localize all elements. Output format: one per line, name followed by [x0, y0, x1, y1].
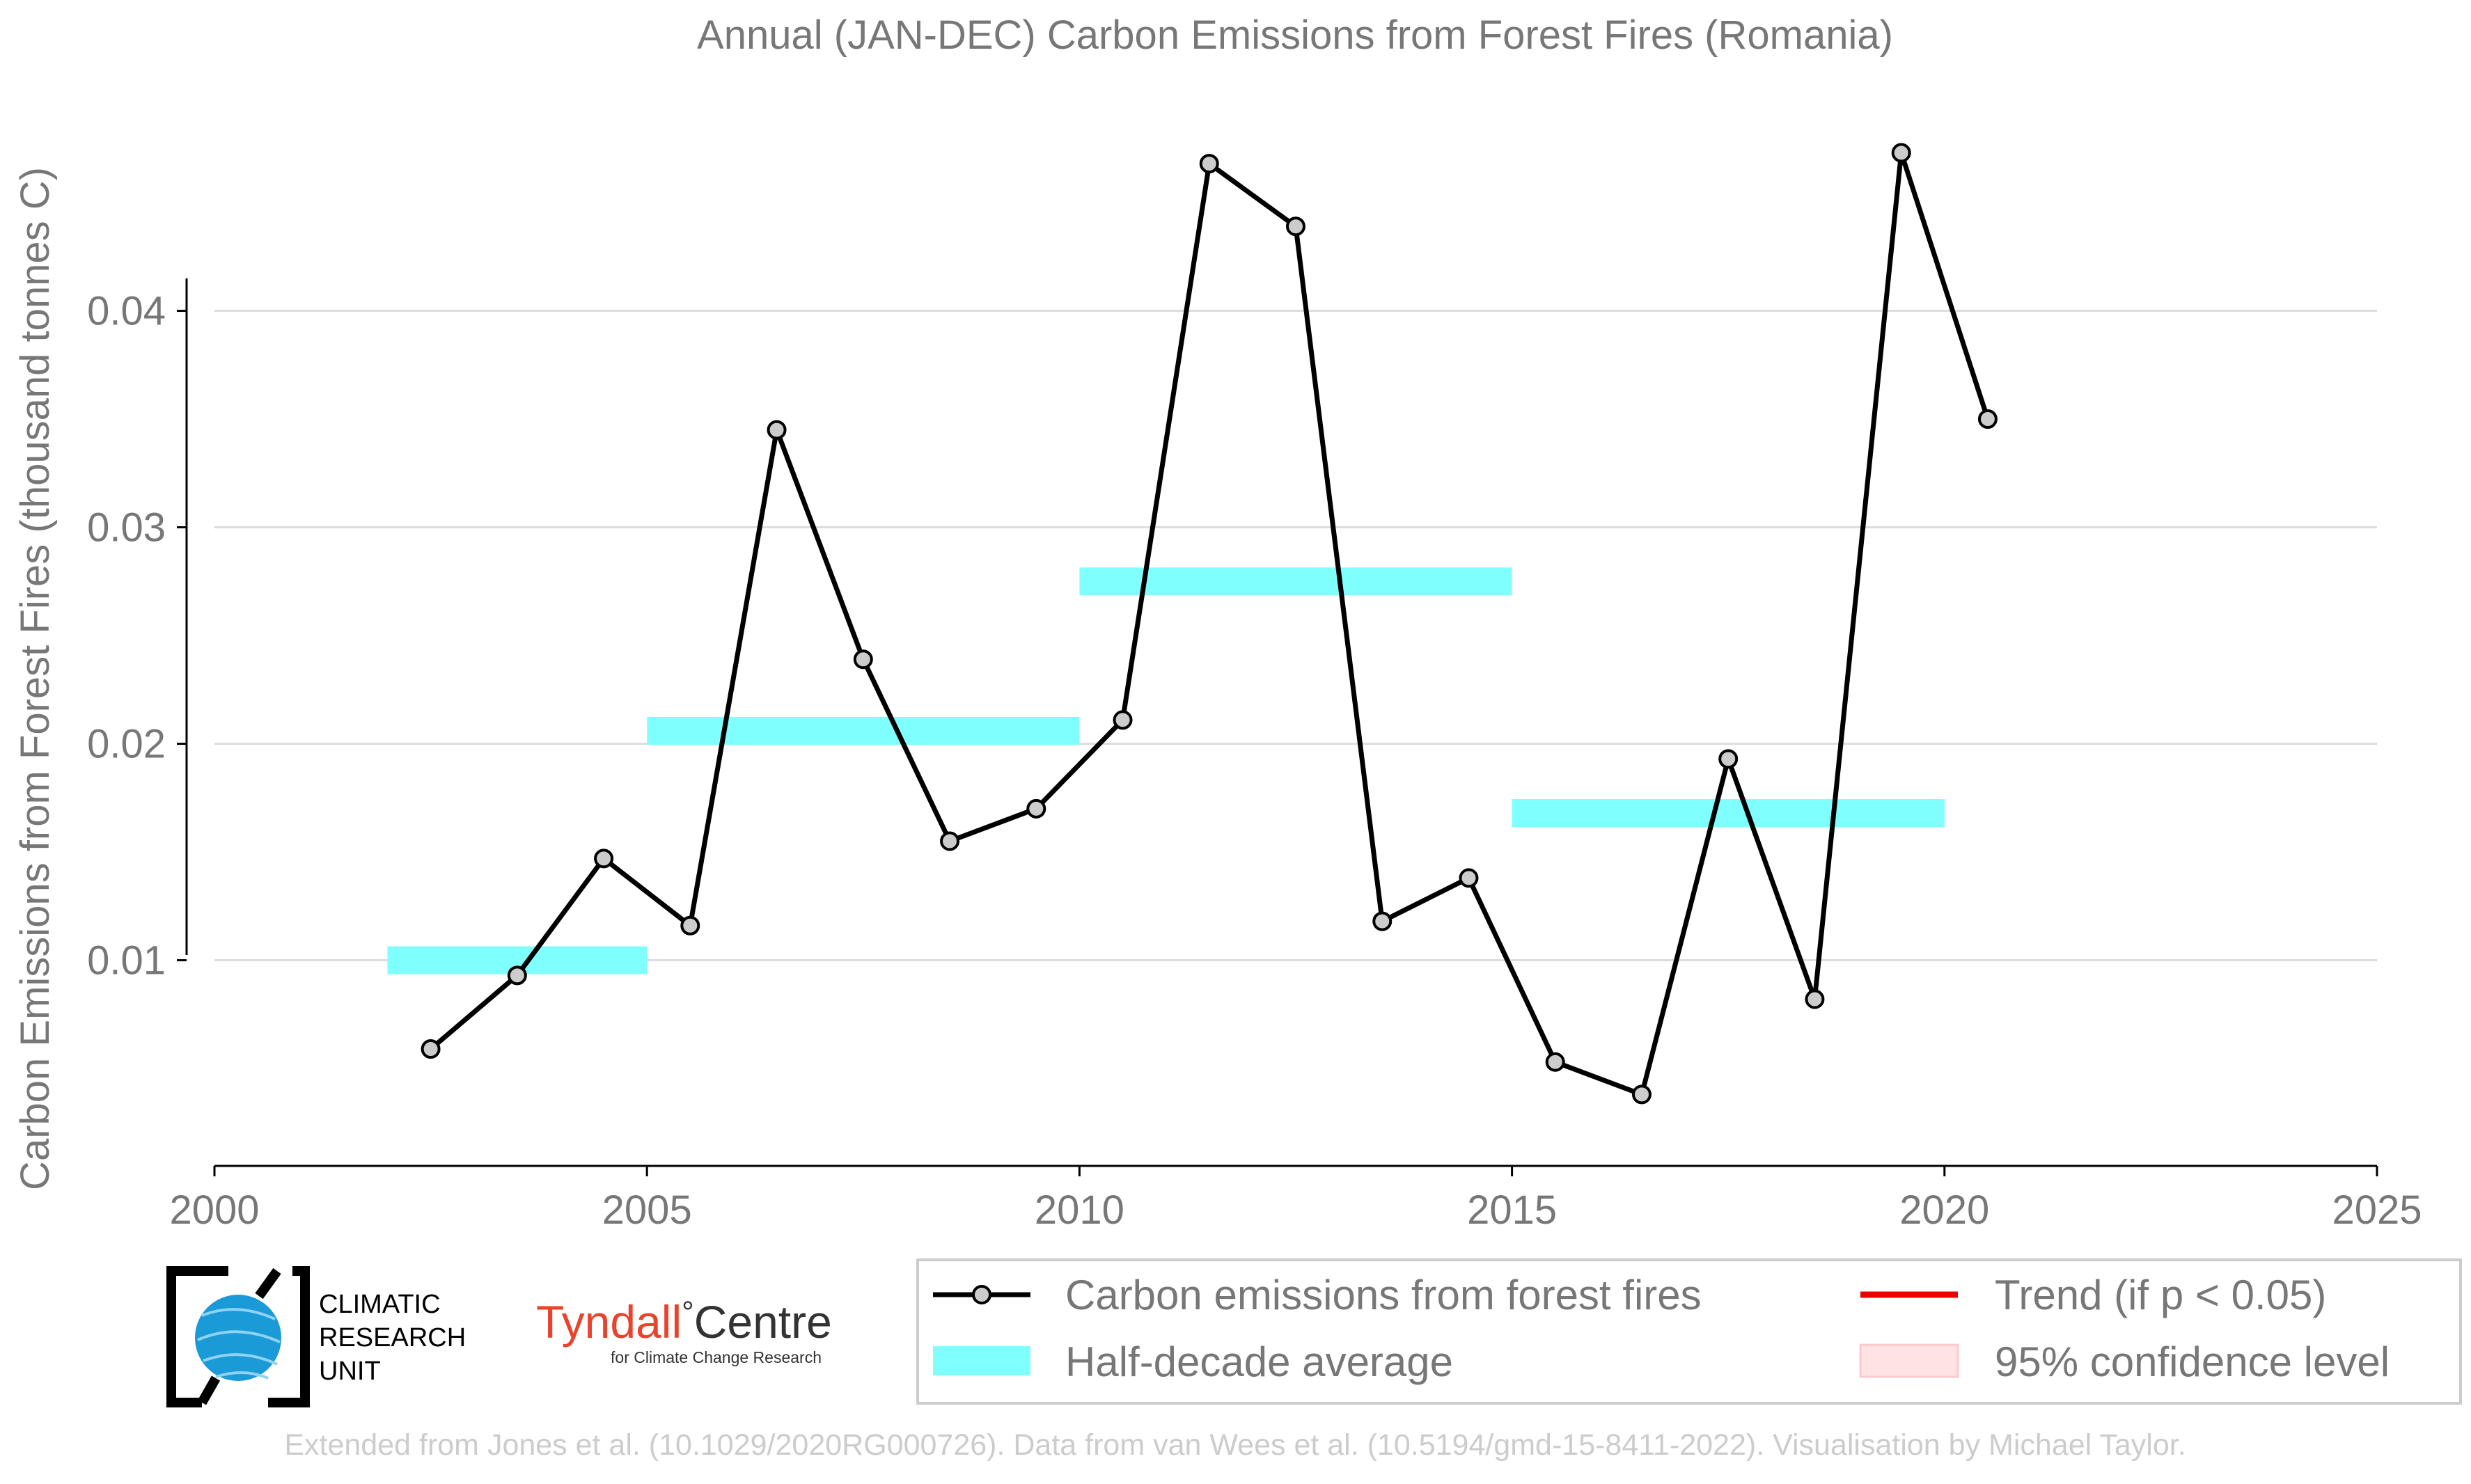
x-tick-label: 2015: [1467, 1187, 1557, 1233]
tyndall-logo: Tyndall°Centre for Climate Change Resear…: [536, 1295, 832, 1366]
data-point: [767, 420, 787, 440]
cru-logo: CLIMATIC RESEARCH UNIT: [166, 1266, 466, 1407]
data-point: [1459, 868, 1479, 888]
legend-half-decade-swatch: [933, 1346, 1030, 1375]
gridlines: [214, 310, 2377, 962]
globe-icon: [195, 1295, 281, 1381]
data-point: [853, 649, 873, 670]
legend-entry-half-decade: Half-decade average: [933, 1339, 1453, 1385]
legend-entry-confidence: 95% confidence level: [1859, 1339, 2390, 1385]
half-decade-bar: [1079, 567, 1512, 596]
legend-confidence-swatch: [1859, 1343, 1959, 1378]
tyndall-logo-centre: Centre: [694, 1296, 832, 1348]
data-point: [1286, 216, 1305, 237]
footer-credit: Extended from Jones et al. (10.1029/2020…: [284, 1428, 2186, 1462]
cru-logo-text-line3: UNIT: [319, 1357, 381, 1386]
data-point: [1372, 911, 1393, 931]
data-point: [421, 1039, 441, 1059]
series-line: [429, 150, 1991, 1097]
cru-logo-slash-top: [255, 1268, 281, 1300]
data-point: [940, 831, 960, 851]
data-point: [1113, 710, 1133, 730]
data-point: [1199, 154, 1219, 174]
legend-emissions-label: Carbon emissions from forest fires: [1065, 1272, 1702, 1318]
half-decade-bar: [647, 716, 1080, 745]
legend-entry-emissions: Carbon emissions from forest fires: [933, 1272, 1702, 1318]
legend-confidence-label: 95% confidence level: [1995, 1339, 2390, 1385]
tyndall-logo-word: Tyndall: [536, 1296, 682, 1348]
cru-logo-text-line2: RESEARCH: [319, 1323, 466, 1352]
legend-frame: [916, 1258, 2462, 1405]
legend-entry-trend: Trend (if p < 0.05): [1860, 1272, 2326, 1318]
axes: 0.01 0.02 0.03 0.04 2000 2005 2010 2015 2020 2025: [87, 278, 2422, 1233]
legend: Carbon emissions from forest fires Trend…: [916, 1258, 2462, 1405]
legend-trend-label: Trend (if p < 0.05): [1995, 1272, 2326, 1318]
x-tick-label: 2005: [602, 1187, 692, 1233]
tyndall-logo-degree: °: [682, 1295, 694, 1329]
y-axis-label: Carbon Emissions from Forest Fires (thou…: [13, 167, 58, 1190]
x-tick-label: 2020: [1899, 1187, 1989, 1233]
data-point: [1891, 143, 1911, 163]
data-point: [1977, 409, 1998, 429]
data-point: [1718, 749, 1739, 769]
y-tick-label: 0.02: [87, 722, 166, 767]
data-point: [1545, 1052, 1565, 1072]
x-tick-label: 2025: [2332, 1187, 2422, 1233]
y-tick-label: 0.03: [87, 505, 166, 551]
y-tick-label: 0.01: [87, 938, 166, 984]
globe-icon-swirls: [197, 1308, 281, 1380]
data-point: [680, 915, 700, 936]
half-decade-bar: [1512, 799, 1945, 828]
cru-logo-text-line1: CLIMATIC: [319, 1290, 441, 1319]
legend-half-decade-label: Half-decade average: [1065, 1339, 1453, 1385]
x-tick-label: 2010: [1035, 1187, 1124, 1233]
tyndall-logo-name: Tyndall°Centre: [536, 1295, 832, 1348]
data-point: [507, 965, 527, 986]
cru-logo-slash-bottom: [197, 1375, 221, 1405]
y-tick-label: 0.04: [87, 289, 166, 334]
chart-title: Annual (JAN-DEC) Carbon Emissions from F…: [697, 13, 1893, 58]
cru-logo-frame: [166, 1266, 310, 1407]
data-point: [1026, 798, 1046, 819]
series-line-layer: [429, 150, 1991, 1097]
data-point: [594, 848, 614, 869]
half-decade-bands: [387, 567, 1945, 974]
data-point: [1805, 989, 1825, 1009]
data-point: [1631, 1084, 1652, 1105]
series-points: [421, 143, 1998, 1105]
x-tick-label: 2000: [169, 1187, 259, 1233]
legend-emissions-marker: [972, 1285, 991, 1304]
tyndall-logo-subtitle: for Climate Change Research: [611, 1348, 822, 1366]
